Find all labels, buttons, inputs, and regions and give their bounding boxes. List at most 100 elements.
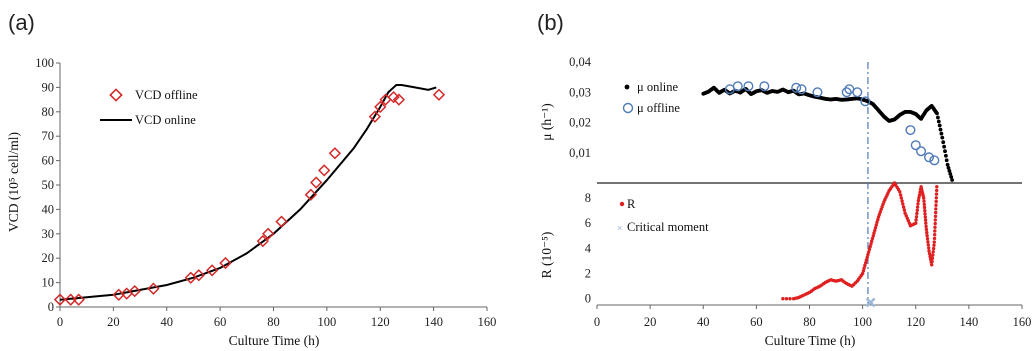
chart-a-x-tick-label: 20 [107, 315, 120, 329]
chart-a-y-tick-label: 20 [42, 251, 55, 265]
vcd-offline-point [328, 147, 342, 160]
chart-a-x-tick-label: 80 [267, 315, 280, 329]
panel-a-label: (a) [8, 10, 35, 35]
r-point [781, 297, 785, 301]
chart-b-upper-y-tick-label: 0,04 [569, 55, 592, 69]
r-point [863, 263, 867, 268]
legend-r-dot [619, 201, 625, 207]
r-point [934, 210, 938, 215]
mu-online-point [948, 172, 953, 176]
chart-b-upper-y-tick-label: 0,02 [569, 116, 591, 130]
mu-online-point [941, 140, 946, 145]
mu-offline-point [929, 155, 940, 166]
chart-a-x-tick-label: 40 [161, 315, 174, 329]
r-point [917, 196, 921, 200]
mu-offline-point [796, 84, 807, 95]
r-point [916, 202, 920, 206]
legend-cross-marker: × [617, 223, 622, 233]
r-point [935, 188, 939, 193]
chart-a-x-label: Culture Time (h) [229, 333, 320, 348]
r-point [927, 249, 931, 253]
chart-a-x-tick-label: 140 [424, 315, 443, 329]
mu-offline-point [905, 125, 916, 136]
r-point [869, 242, 873, 246]
chart-b-x-tick-label: 100 [853, 315, 872, 329]
r-point [933, 214, 938, 218]
r-point [930, 259, 934, 264]
chart-a-legend: VCD offline VCD online [100, 88, 198, 127]
r-point [930, 263, 934, 267]
mu-online-point [944, 158, 949, 163]
chart-b-lower-y-tick-label: 0 [585, 292, 591, 306]
chart-b-lower-legend: R × Critical moment [617, 197, 709, 234]
mu-online-point [936, 115, 940, 120]
vcd-offline-point [53, 293, 67, 306]
chart-a-y-tick-label: 10 [42, 276, 55, 290]
mu-offline-point [841, 87, 852, 98]
chart-b-x-tick-label: 60 [750, 315, 763, 329]
r-point [899, 196, 903, 200]
r-point [902, 208, 907, 212]
legend-mu-offline-circle [622, 102, 634, 114]
mu-offline-point [924, 152, 935, 163]
panel-b-label: (b) [537, 10, 564, 35]
chart-a-y-tick-label: 90 [42, 80, 55, 94]
vcd-offline-point [432, 88, 446, 101]
r-point [915, 205, 920, 209]
chart-b-x-tick-label: 140 [960, 315, 979, 329]
chart-b-lower-y-tick-label: 4 [585, 241, 592, 255]
chart-b-upper-y-label: μ (h⁻¹) [539, 103, 554, 141]
vcd-offline-point [304, 188, 318, 201]
legend-critical-moment: Critical moment [627, 220, 709, 234]
chart-a-y-tick-label: 40 [42, 202, 55, 216]
mu-online-point [942, 144, 946, 149]
chart-a-y-tick-label: 100 [35, 56, 54, 70]
vcd-offline-point [112, 288, 125, 301]
vcd-offline-point [392, 93, 406, 106]
r-point [915, 211, 919, 216]
r-point [922, 199, 926, 203]
chart-a-x-tick-label: 60 [214, 315, 227, 329]
chart-b: 0 20 40 60 80 100 120 140 160 0,01 0,02 0,03 0,04 0 2 4… [539, 55, 1031, 348]
mu-offline-point [759, 81, 770, 92]
r-point [917, 193, 922, 197]
chart-b-lower-y-tick-label: 6 [585, 216, 591, 230]
r-point [876, 215, 881, 219]
r-point [933, 233, 937, 237]
r-point [875, 220, 879, 224]
r-point [928, 254, 932, 259]
chart-b-lower-y-tick-label: 8 [585, 191, 591, 205]
r-point [931, 253, 935, 257]
chart-b-upper-y-tick-label: 0,01 [569, 146, 591, 160]
r-point [934, 196, 938, 200]
mu-online-point [945, 162, 950, 167]
r-point [914, 215, 919, 219]
mu-online-point [937, 123, 942, 128]
r-point [925, 237, 930, 241]
chart-b-x-tick-label: 80 [803, 315, 816, 329]
r-point [901, 205, 906, 209]
vcd-offline-point [72, 293, 85, 306]
mu-online-point [935, 111, 939, 116]
r-point [933, 225, 937, 229]
r-point [923, 215, 927, 219]
r-point [870, 236, 875, 241]
vcd-offline-point [219, 256, 232, 270]
legend-vcd-offline: VCD offline [135, 88, 198, 102]
mu-offline-point [812, 87, 823, 98]
r-point [922, 196, 926, 200]
r-point [931, 250, 935, 254]
chart-a: 0 20 40 60 80 100 120 140 160 0 10 20 30 40 50 60 70 80 90… [6, 56, 496, 348]
r-point [916, 198, 921, 203]
r-point [860, 271, 865, 276]
chart-b-x-tick-label: 160 [1013, 315, 1032, 329]
r-point [872, 231, 876, 235]
r-point [871, 234, 875, 238]
r-point [924, 224, 928, 229]
r-point [914, 218, 918, 222]
r-point [923, 209, 927, 213]
r-point [923, 212, 927, 216]
r-point [874, 223, 878, 227]
r-point [876, 218, 880, 222]
chart-b-x-tick-label: 40 [697, 315, 710, 329]
